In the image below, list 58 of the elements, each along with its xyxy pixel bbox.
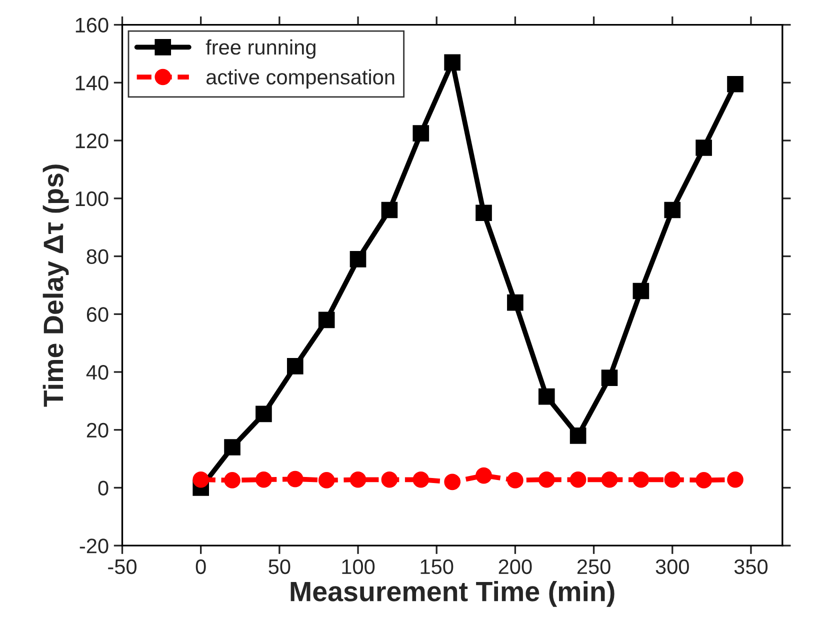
legend-label: free running (206, 39, 316, 59)
point (570, 471, 586, 488)
point (696, 472, 712, 488)
point (507, 294, 524, 311)
y-tick-label: 20 (86, 422, 108, 438)
y-axis-title: Time Delay Δτ (ps) (42, 164, 69, 407)
point (476, 467, 492, 484)
point (727, 76, 744, 92)
y-tick-label: 0 (98, 480, 108, 496)
y-tick-label: 140 (76, 76, 108, 90)
y-tick-label: -20 (80, 538, 108, 554)
point (256, 406, 272, 422)
point (256, 471, 272, 488)
x-tick-label: -50 (108, 559, 136, 574)
point (350, 251, 366, 268)
point (538, 388, 555, 405)
point (444, 54, 460, 71)
point (444, 474, 460, 490)
point (412, 471, 430, 488)
point (350, 471, 366, 488)
point (318, 312, 335, 328)
point (664, 471, 681, 488)
point (727, 471, 744, 488)
legend-label: active compensation (206, 69, 394, 89)
point (318, 472, 335, 488)
y-tick-label: 160 (76, 18, 108, 33)
point (381, 471, 398, 488)
x-tick-label: 250 (577, 559, 610, 574)
point (664, 202, 681, 218)
point (696, 140, 712, 156)
x-axis-title: Measurement Time (min) (290, 580, 614, 607)
point (538, 471, 555, 488)
point (286, 470, 304, 488)
point (570, 427, 586, 444)
point (476, 204, 492, 222)
y-tick-label: 80 (86, 249, 108, 264)
point (507, 472, 524, 488)
y-tick-label: 120 (76, 134, 108, 148)
y-tick-label: 100 (76, 191, 108, 206)
point (412, 125, 430, 142)
y-tick-label: 40 (86, 365, 108, 380)
x-tick-label: 200 (498, 559, 532, 574)
x-tick-label: 150 (420, 559, 454, 574)
y-tick-label: 60 (86, 307, 108, 322)
point (601, 471, 618, 488)
point (381, 202, 398, 218)
x-tick-label: 50 (268, 559, 290, 574)
point (601, 370, 618, 386)
x-tick-label: 100 (342, 559, 375, 574)
point (286, 358, 304, 374)
x-tick-label: 350 (734, 559, 768, 574)
point (632, 282, 650, 300)
point (224, 472, 240, 488)
point (632, 471, 650, 488)
point (224, 439, 240, 456)
x-tick-label: 0 (196, 559, 206, 574)
point (192, 471, 209, 488)
x-tick-label: 300 (656, 559, 689, 574)
